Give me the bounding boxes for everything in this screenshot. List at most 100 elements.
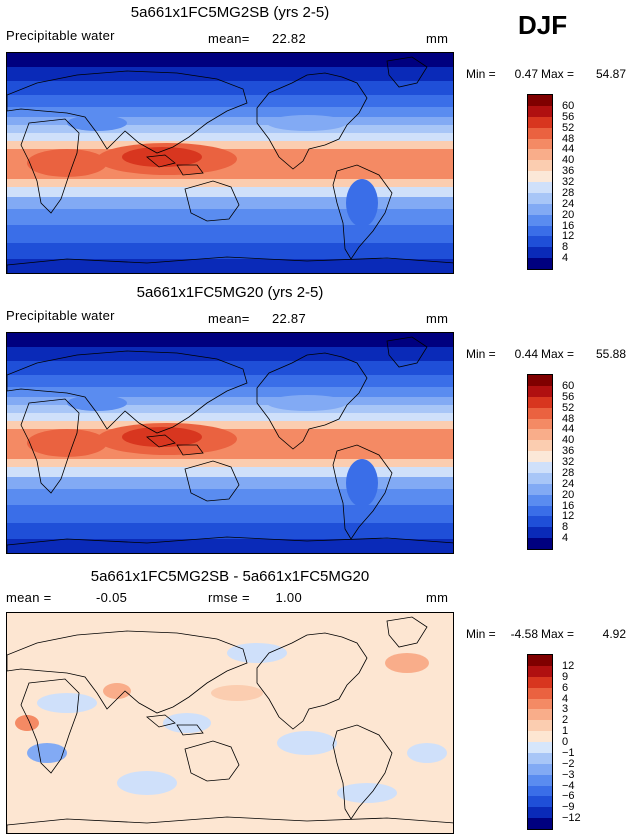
panel-1-min-value: 0.47 <box>514 67 538 81</box>
contour-band <box>7 459 453 467</box>
contour-region <box>277 731 337 755</box>
coastline <box>7 70 248 154</box>
colorbar-tick-label: 20 <box>562 488 575 501</box>
panel-3-map <box>6 612 454 834</box>
contour-band <box>7 179 453 187</box>
colorbar-swatch <box>528 687 552 699</box>
panel-2-max-value: 55.88 <box>595 347 626 361</box>
contour-band <box>7 197 453 209</box>
colorbar-tick-label: 60 <box>562 99 575 112</box>
contour-region <box>122 427 202 447</box>
contour-region <box>122 147 202 167</box>
contour-band <box>7 141 453 149</box>
colorbar-swatch <box>528 774 552 786</box>
colorbar-swatch <box>528 407 552 419</box>
contour-region <box>267 395 347 411</box>
colorbar-swatch <box>528 665 552 677</box>
colorbar-swatch <box>528 258 552 269</box>
colorbar-tick-label: 9 <box>562 670 569 683</box>
coastline <box>184 180 240 222</box>
colorbar-swatch <box>528 785 552 797</box>
contour-region <box>67 395 127 411</box>
colorbar-tick-label: 44 <box>562 143 575 156</box>
colorbar-tick-label: −3 <box>562 768 575 781</box>
contour-band <box>7 187 453 197</box>
coastline <box>7 256 453 273</box>
colorbar-swatch <box>528 752 552 764</box>
season-label: DJF <box>518 10 568 40</box>
contour-band <box>7 387 453 397</box>
contour-band <box>7 361 453 375</box>
panel-2-variable: Precipitable water <box>6 308 115 323</box>
contour-band <box>7 117 453 125</box>
panel-2-units: mm <box>426 311 449 326</box>
colorbar-tick-label: 28 <box>562 466 575 479</box>
colorbar-tick-label: −6 <box>562 790 575 803</box>
panel-1-min-label: Min = <box>466 67 496 81</box>
panel-1-map <box>6 52 454 274</box>
contour-band <box>7 467 453 477</box>
panel-1-colorbar <box>527 94 553 270</box>
coastline <box>7 536 453 553</box>
colorbar-tick-label: 4 <box>562 252 569 265</box>
colorbar-tick-label: 8 <box>562 241 569 254</box>
contour-band <box>7 53 453 67</box>
colorbar-tick-label: 12 <box>562 230 575 243</box>
contour-band <box>7 225 453 243</box>
colorbar-swatch <box>528 676 552 688</box>
colorbar-swatch <box>528 160 552 172</box>
colorbar-swatch <box>528 236 552 248</box>
colorbar-swatch <box>528 192 552 204</box>
contour-region <box>337 783 397 803</box>
coastline <box>386 56 428 88</box>
contour-band <box>7 505 453 523</box>
colorbar-tick-label: 20 <box>562 208 575 221</box>
colorbar-swatch <box>528 396 552 408</box>
coastline <box>7 816 453 833</box>
contour-band <box>7 539 453 553</box>
colorbar-swatch <box>528 418 552 430</box>
colorbar-swatch <box>528 95 552 106</box>
colorbar-swatch <box>528 116 552 128</box>
coastline <box>20 118 80 214</box>
panel-3-min-value: -4.58 <box>510 627 538 641</box>
panel-1-units: mm <box>426 31 449 46</box>
colorbar-swatch <box>528 127 552 139</box>
panel-2-mean-label: mean= <box>208 311 250 326</box>
colorbar-tick-label: 4 <box>562 532 569 545</box>
coastline <box>176 444 204 456</box>
contour-band <box>7 333 453 347</box>
colorbar-swatch <box>528 171 552 182</box>
panel-2-mean-value: 22.87 <box>271 311 306 326</box>
panel-3-min-label: Min = <box>466 627 496 641</box>
panel-3-mean-value: -0.05 <box>96 590 128 605</box>
panel-2-max-label: Max = <box>541 347 575 361</box>
coastline <box>386 616 428 648</box>
colorbar-swatch <box>528 527 552 539</box>
map-svg <box>7 613 453 833</box>
coastline <box>184 460 240 502</box>
colorbar-tick-label: −9 <box>562 801 575 814</box>
contour-band <box>7 523 453 539</box>
contour-region <box>346 459 378 507</box>
colorbar-swatch <box>528 516 552 528</box>
contour-band <box>7 259 453 273</box>
panel-1-title: 5a661x1FC5MG2SB (yrs 2-5) <box>130 4 330 21</box>
coastline <box>146 154 176 168</box>
colorbar-swatch <box>528 731 552 742</box>
colorbar-tick-label: 48 <box>562 412 575 425</box>
colorbar-swatch <box>528 451 552 462</box>
colorbar-tick-label: 52 <box>562 121 575 134</box>
colorbar-swatch <box>528 709 552 721</box>
contour-band <box>7 405 453 413</box>
colorbar-swatch <box>528 494 552 506</box>
colorbar-tick-label: 2 <box>562 714 569 727</box>
contour-region <box>163 713 211 733</box>
contour-region <box>267 115 347 131</box>
coastline <box>256 72 368 170</box>
colorbar-tick-label: 52 <box>562 401 575 414</box>
colorbar-tick-label: −1 <box>562 746 575 759</box>
coastline <box>20 398 80 494</box>
colorbar-swatch <box>528 462 552 473</box>
colorbar-tick-label: −4 <box>562 779 575 792</box>
